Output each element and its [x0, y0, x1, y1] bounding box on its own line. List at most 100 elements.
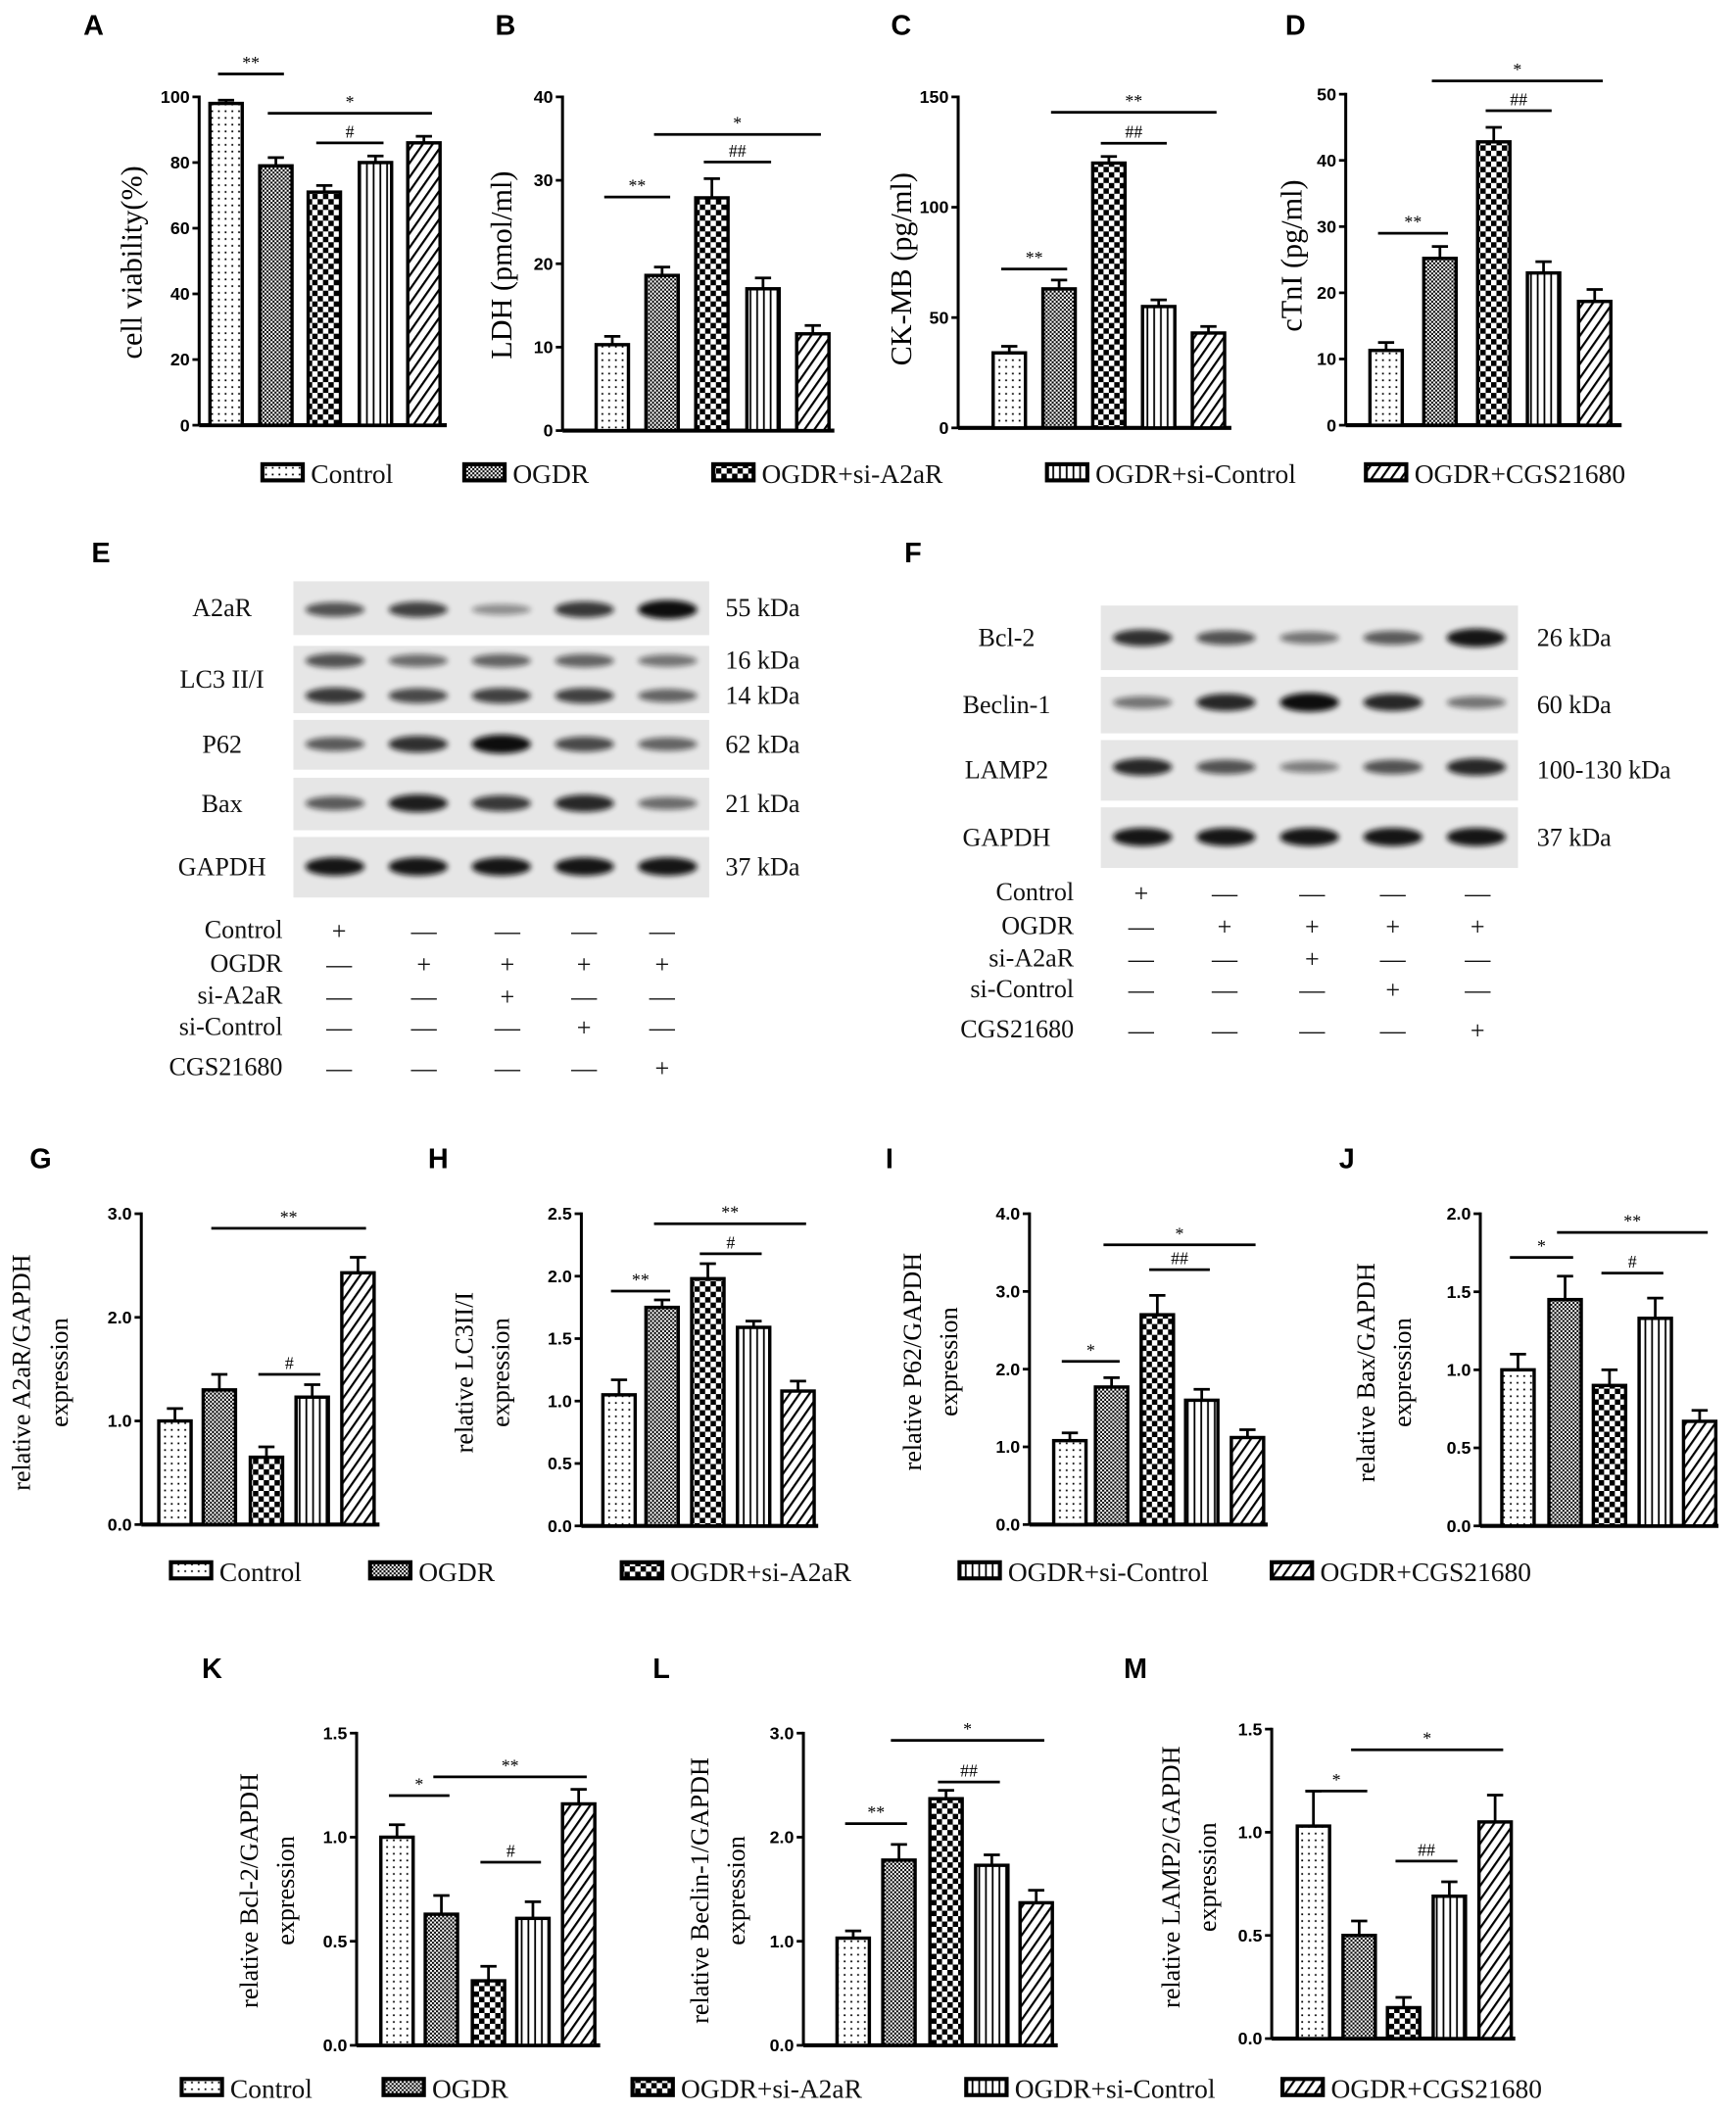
y-tick-label: 3.0 [770, 1723, 795, 1743]
protein-band [1196, 759, 1256, 775]
panel-label: M [1124, 1654, 1147, 1685]
protein-band [1113, 828, 1173, 846]
protein-band [1279, 631, 1339, 645]
bar-ogdr [881, 1858, 917, 2047]
molecular-weight-label: 37 kDa [1537, 823, 1612, 851]
bar-control [594, 343, 631, 433]
legend-row-1: Control OGDR OGDR+si-A2aR OGDR+si-Control OG… [260, 459, 1625, 489]
bar-ogdr-si-control [1637, 1317, 1673, 1528]
legend-label: OGDR [432, 2075, 509, 2104]
protein-band [305, 795, 365, 811]
legend-swatch [1270, 1560, 1315, 1581]
bar-ogdr [1040, 287, 1078, 430]
y-tick-label: 2.0 [548, 1267, 572, 1286]
bar-control [601, 1393, 638, 1528]
minus-sign: — [1379, 1016, 1407, 1044]
protein-band [1446, 696, 1507, 709]
plus-sign: + [1385, 913, 1400, 941]
y-tick-label: 1.5 [1238, 1719, 1263, 1739]
minus-sign: — [649, 1014, 676, 1042]
significance-label: ## [1125, 122, 1142, 142]
protein-label: Bcl-2 [979, 623, 1036, 651]
blot-row-beclin-1: Beclin-1 60 kDa [963, 676, 1612, 734]
minus-sign: — [325, 1054, 353, 1082]
protein-band [388, 857, 449, 876]
significance-label: # [506, 1841, 515, 1860]
y-tick-label: 20 [170, 350, 190, 369]
bar-ogdr-si-control [358, 161, 394, 427]
y-tick-label: 60 [170, 218, 190, 238]
y-tick-label: 1.0 [108, 1412, 132, 1431]
treatment-table: Control + — — — — OGDR — + + + + si-A2aR — — + — — si-Cont… [169, 915, 676, 1081]
bar-ogdr [644, 1305, 681, 1528]
y-axis-label: expression [1388, 1318, 1417, 1427]
panel-label: D [1285, 11, 1306, 42]
bar-ogdr-cgs21680 [1576, 299, 1613, 427]
protein-band [1113, 629, 1173, 647]
molecular-weight-label: 37 kDa [725, 853, 799, 882]
significance-label: * [1332, 1770, 1341, 1790]
molecular-weight-label: 21 kDa [725, 790, 799, 818]
bar-ogdr-si-control [1140, 305, 1177, 430]
legend-swatch [630, 2077, 675, 2097]
bar-ogdr-cgs21680 [780, 1389, 816, 1528]
significance-label: ** [1125, 91, 1142, 111]
y-tick-label: 100 [920, 198, 949, 217]
minus-sign: — [1128, 1016, 1155, 1044]
protein-band [638, 796, 698, 810]
significance-label: * [1513, 60, 1521, 79]
bar-ogdr-si-a2ar [928, 1797, 964, 2047]
y-tick-label: 3.0 [108, 1204, 132, 1224]
protein-band [1113, 696, 1173, 709]
minus-sign: — [494, 917, 521, 945]
legend-label: OGDR+si-Control [1015, 2075, 1216, 2104]
molecular-weight-label: 60 kDa [1537, 691, 1612, 719]
y-tick-label: 0 [939, 418, 948, 438]
plus-sign: + [1471, 913, 1485, 941]
protein-band [1279, 693, 1339, 712]
legend-label: OGDR+si-Control [1008, 1558, 1209, 1587]
treatment-label: Control [995, 878, 1074, 906]
protein-label: GAPDH [963, 823, 1051, 851]
minus-sign: — [1128, 976, 1155, 1004]
protein-band [471, 603, 531, 615]
minus-sign: — [410, 1054, 438, 1082]
legend-label: OGDR+CGS21680 [1321, 1558, 1531, 1587]
bar-ogdr-cgs21680 [1476, 1820, 1514, 2040]
protein-band [555, 794, 614, 812]
protein-band [471, 857, 531, 876]
molecular-weight-label: 14 kDa [725, 681, 799, 709]
plus-sign: + [1133, 879, 1148, 907]
panel-label: E [91, 538, 110, 569]
legend-label: OGDR+si-A2aR [670, 1558, 852, 1587]
y-axis-label: cell viability(%) [115, 166, 148, 359]
plus-sign: + [1305, 913, 1320, 941]
protein-band [555, 601, 614, 618]
protein-band [388, 793, 449, 813]
chart-panel-c: C CK-MB (pg/ml) 0 50 100 150 ** ## ** [885, 11, 1231, 438]
blot-row-lc3-ii-i: LC3 II/I 16 kDa 14 kDa [180, 646, 800, 714]
y-tick-label: 2.0 [995, 1360, 1020, 1379]
minus-sign: — [494, 1054, 521, 1082]
significance-label: * [963, 1719, 972, 1739]
y-tick-label: 20 [534, 254, 554, 273]
bar-control [1368, 348, 1405, 427]
bar-ogdr-si-control [294, 1395, 330, 1527]
bar-ogdr-si-a2ar [1475, 140, 1512, 427]
y-tick-label: 10 [534, 338, 554, 358]
treatment-label: si-Control [970, 975, 1074, 1003]
blot-row-a2ar: A2aR 55 kDa [192, 581, 800, 636]
protein-band [388, 688, 449, 703]
minus-sign: — [570, 983, 598, 1011]
y-tick-label: 0.0 [1447, 1516, 1471, 1536]
significance-label: * [1086, 1340, 1095, 1360]
y-tick-label: 150 [920, 87, 949, 107]
minus-sign: — [1464, 945, 1491, 974]
blot-row-p62: P62 62 kDa [202, 719, 800, 770]
minus-sign: — [325, 1014, 353, 1042]
y-tick-label: 1.5 [548, 1329, 572, 1349]
